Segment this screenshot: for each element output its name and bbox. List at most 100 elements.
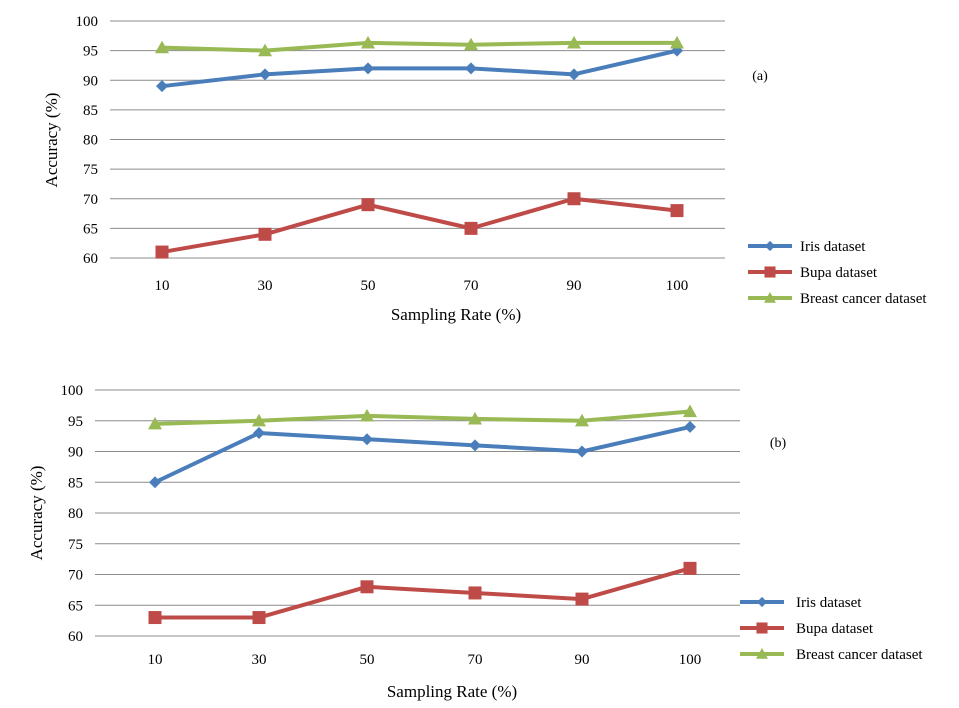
legend-marker (756, 648, 768, 659)
data-point (683, 404, 697, 418)
data-point (148, 611, 162, 625)
data-point (683, 561, 697, 575)
data-point (670, 35, 684, 49)
x-tick-label: 30 (252, 652, 267, 668)
data-point (575, 413, 589, 427)
legend-label: Bupa dataset (800, 265, 878, 281)
y-tick-label: 85 (68, 475, 83, 491)
data-point (155, 40, 169, 54)
series-bupa-dataset (155, 192, 684, 259)
data-point (576, 445, 588, 458)
chart-panel-a: 60 65 70 75 80 85 90 95 100 10 30 50 70 90 100 Accuracy… (42, 14, 927, 324)
y-axis-title: Accuracy (%) (42, 93, 61, 188)
y-tick-label: 90 (83, 73, 98, 89)
y-tick-label: 60 (68, 629, 83, 645)
chart-panel-b: 60 65 70 75 80 85 90 95 100 10 30 50 70 90 100 Accuracy… (27, 383, 923, 701)
data-point (362, 62, 374, 75)
x-tick-label: 70 (468, 652, 483, 668)
data-point (361, 198, 375, 212)
data-point (469, 439, 481, 452)
x-axis-title: Sampling Rate (%) (391, 305, 521, 324)
y-tick-label: 90 (68, 445, 83, 461)
legend-label: Bupa dataset (796, 621, 874, 637)
data-point (149, 476, 161, 489)
series-breast-cancer-dataset (148, 404, 697, 430)
data-point (670, 204, 684, 218)
y-tick-label: 80 (83, 133, 98, 149)
data-point (360, 408, 374, 422)
series-breast-cancer-dataset (155, 35, 684, 57)
data-point (575, 592, 589, 606)
y-tick-label: 65 (68, 598, 83, 614)
data-point (568, 68, 580, 81)
data-point (360, 580, 374, 594)
y-tick-label: 95 (68, 414, 83, 430)
series-line (160, 48, 679, 89)
y-tick-label: 80 (68, 506, 83, 522)
data-point (148, 416, 162, 430)
data-point (468, 586, 482, 600)
panel-label: (a) (752, 69, 768, 84)
y-tick-label: 85 (83, 103, 98, 119)
legend-entry: Bupa dataset (748, 265, 878, 281)
legend-marker (756, 622, 768, 634)
y-tick-label: 75 (68, 537, 83, 553)
x-axis-title: Sampling Rate (%) (387, 682, 517, 701)
data-point (258, 227, 272, 241)
legend-entry: Bupa dataset (740, 621, 874, 637)
x-tick-label: 100 (679, 652, 702, 668)
x-tick-label: 90 (575, 652, 590, 668)
legend-label: Breast cancer dataset (800, 291, 927, 307)
data-point (155, 245, 169, 259)
legend-entry: Breast cancer dataset (748, 291, 927, 307)
legend-entry: Iris dataset (748, 239, 866, 255)
legend-label: Iris dataset (800, 239, 866, 255)
legend-label: Breast cancer dataset (796, 647, 923, 663)
x-tick-label: 70 (464, 278, 479, 294)
y-tick-label: 100 (61, 383, 84, 399)
legend-marker (764, 292, 776, 303)
panel-label: (b) (770, 436, 787, 451)
x-tick-label: 10 (148, 652, 163, 668)
series-line (153, 566, 692, 620)
x-tick-label: 10 (155, 278, 170, 294)
y-tick-label: 100 (76, 14, 99, 30)
y-axis-title: Accuracy (%) (27, 466, 46, 561)
x-tick-label: 50 (361, 278, 376, 294)
data-point (361, 35, 375, 49)
data-point (252, 413, 266, 427)
series-line (160, 196, 679, 255)
data-point (361, 433, 373, 446)
data-point (464, 221, 478, 235)
x-tick-label: 100 (666, 278, 689, 294)
data-point (465, 62, 477, 75)
y-tick-label: 65 (83, 221, 98, 237)
y-tick-label: 95 (83, 44, 98, 60)
series-line (153, 409, 692, 426)
y-tick-label: 60 (83, 251, 98, 267)
series-bupa-dataset (148, 561, 697, 625)
legend-label: Iris dataset (796, 595, 862, 611)
series-line (153, 424, 692, 485)
x-tick-label: 90 (567, 278, 582, 294)
y-tick-label: 70 (68, 568, 83, 584)
y-tick-label: 75 (83, 162, 98, 178)
data-point (259, 68, 271, 81)
series-iris-dataset (149, 420, 696, 489)
legend-marker (756, 596, 768, 608)
data-point (156, 80, 168, 93)
legend-entry: Iris dataset (740, 595, 862, 611)
data-point (253, 427, 265, 440)
data-point (567, 192, 581, 206)
legend-entry: Breast cancer dataset (740, 647, 923, 663)
data-point (464, 37, 478, 51)
data-point (258, 43, 272, 57)
data-point (567, 35, 581, 49)
data-point (468, 411, 482, 425)
data-point (252, 611, 266, 625)
series-iris-dataset (156, 44, 683, 93)
series-line (160, 40, 679, 53)
x-tick-label: 50 (360, 652, 375, 668)
y-tick-label: 70 (83, 192, 98, 208)
